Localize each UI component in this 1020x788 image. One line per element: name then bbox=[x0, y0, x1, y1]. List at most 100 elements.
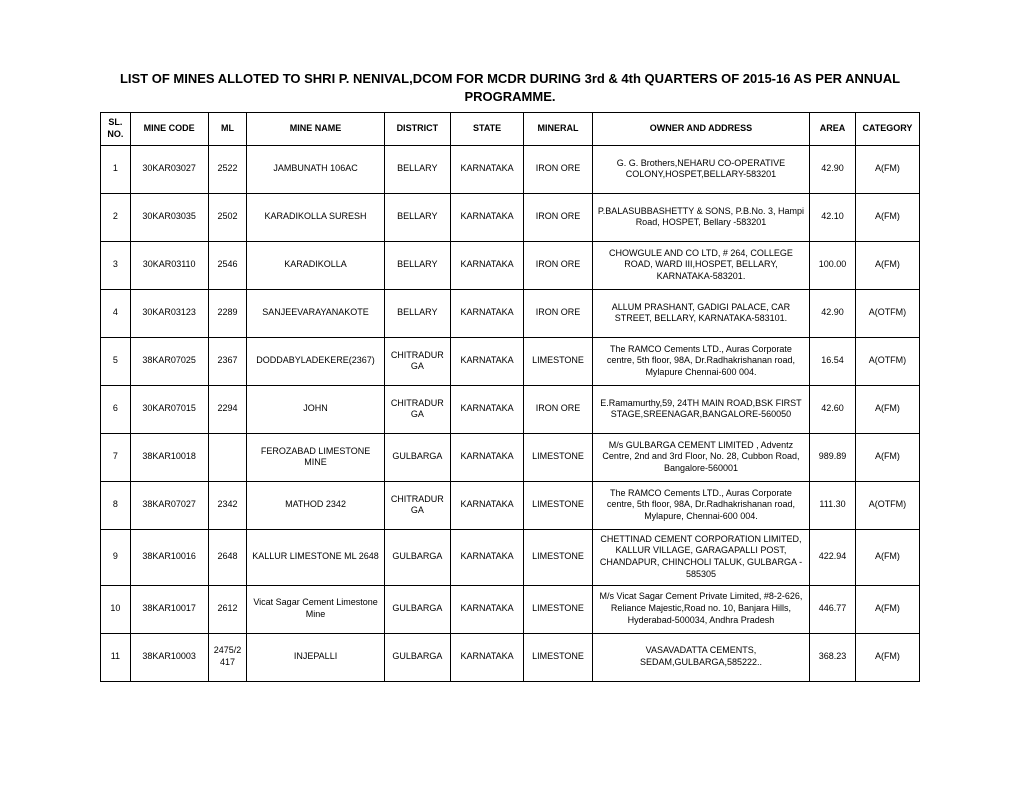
cell-area: 989.89 bbox=[810, 433, 856, 481]
cell-area: 42.90 bbox=[810, 289, 856, 337]
cell-name: KARADIKOLLA SURESH bbox=[247, 193, 384, 241]
cell-mineral: LIMESTONE bbox=[524, 633, 593, 681]
cell-name: INJEPALLI bbox=[247, 633, 384, 681]
cell-code: 38KAR10003 bbox=[130, 633, 208, 681]
cell-sl: 4 bbox=[101, 289, 131, 337]
mines-table: SL. NO. MINE CODE ML MINE NAME DISTRICT … bbox=[100, 112, 920, 681]
cell-district: BELLARY bbox=[384, 289, 450, 337]
cell-ml: 2294 bbox=[208, 385, 247, 433]
cell-area: 100.00 bbox=[810, 241, 856, 289]
cell-category: A(FM) bbox=[855, 633, 919, 681]
cell-district: CHITRADURGA bbox=[384, 385, 450, 433]
table-row: 230KAR030352502KARADIKOLLA SURESHBELLARY… bbox=[101, 193, 920, 241]
cell-area: 42.90 bbox=[810, 145, 856, 193]
cell-category: A(FM) bbox=[855, 585, 919, 633]
cell-district: BELLARY bbox=[384, 193, 450, 241]
col-header-state: STATE bbox=[450, 113, 523, 145]
cell-owner: CHETTINAD CEMENT CORPORATION LIMITED, KA… bbox=[592, 529, 809, 585]
cell-ml: 2648 bbox=[208, 529, 247, 585]
cell-mineral: IRON ORE bbox=[524, 289, 593, 337]
table-row: 1138KAR100032475/2417INJEPALLIGULBARGAKA… bbox=[101, 633, 920, 681]
cell-area: 42.10 bbox=[810, 193, 856, 241]
cell-district: GULBARGA bbox=[384, 433, 450, 481]
cell-sl: 9 bbox=[101, 529, 131, 585]
cell-state: KARNATAKA bbox=[450, 289, 523, 337]
cell-owner: P.BALASUBBASHETTY & SONS, P.B.No. 3, Ham… bbox=[592, 193, 809, 241]
cell-category: A(FM) bbox=[855, 193, 919, 241]
cell-category: A(FM) bbox=[855, 433, 919, 481]
cell-category: A(FM) bbox=[855, 385, 919, 433]
cell-sl: 7 bbox=[101, 433, 131, 481]
col-header-category: CATEGORY bbox=[855, 113, 919, 145]
cell-owner: VASAVADATTA CEMENTS, SEDAM,GULBARGA,5852… bbox=[592, 633, 809, 681]
cell-category: A(FM) bbox=[855, 241, 919, 289]
cell-owner: ALLUM PRASHANT, GADIGI PALACE, CAR STREE… bbox=[592, 289, 809, 337]
table-row: 330KAR031102546KARADIKOLLABELLARYKARNATA… bbox=[101, 241, 920, 289]
cell-state: KARNATAKA bbox=[450, 241, 523, 289]
cell-code: 30KAR03110 bbox=[130, 241, 208, 289]
cell-state: KARNATAKA bbox=[450, 193, 523, 241]
cell-code: 30KAR03035 bbox=[130, 193, 208, 241]
table-row: 538KAR070252367DODDABYLADEKERE(2367)CHIT… bbox=[101, 337, 920, 385]
cell-district: GULBARGA bbox=[384, 585, 450, 633]
cell-area: 422.94 bbox=[810, 529, 856, 585]
cell-sl: 1 bbox=[101, 145, 131, 193]
cell-area: 446.77 bbox=[810, 585, 856, 633]
cell-ml: 2612 bbox=[208, 585, 247, 633]
cell-state: KARNATAKA bbox=[450, 529, 523, 585]
col-header-mineral: MINERAL bbox=[524, 113, 593, 145]
col-header-area: AREA bbox=[810, 113, 856, 145]
cell-owner: M/s GULBARGA CEMENT LIMITED , Adventz Ce… bbox=[592, 433, 809, 481]
cell-state: KARNATAKA bbox=[450, 145, 523, 193]
cell-ml: 2546 bbox=[208, 241, 247, 289]
cell-mineral: LIMESTONE bbox=[524, 529, 593, 585]
cell-district: CHITRADURGA bbox=[384, 337, 450, 385]
cell-state: KARNATAKA bbox=[450, 585, 523, 633]
cell-district: GULBARGA bbox=[384, 529, 450, 585]
cell-name: JAMBUNATH 106AC bbox=[247, 145, 384, 193]
col-header-district: DISTRICT bbox=[384, 113, 450, 145]
cell-area: 16.54 bbox=[810, 337, 856, 385]
cell-code: 38KAR07027 bbox=[130, 481, 208, 529]
cell-state: KARNATAKA bbox=[450, 385, 523, 433]
cell-ml: 2522 bbox=[208, 145, 247, 193]
cell-owner: G. G. Brothers,NEHARU CO-OPERATIVE COLON… bbox=[592, 145, 809, 193]
table-row: 838KAR070272342MATHOD 2342CHITRADURGAKAR… bbox=[101, 481, 920, 529]
cell-sl: 6 bbox=[101, 385, 131, 433]
cell-state: KARNATAKA bbox=[450, 433, 523, 481]
cell-mineral: LIMESTONE bbox=[524, 337, 593, 385]
cell-code: 30KAR03123 bbox=[130, 289, 208, 337]
cell-code: 30KAR03027 bbox=[130, 145, 208, 193]
cell-name: JOHN bbox=[247, 385, 384, 433]
cell-ml: 2342 bbox=[208, 481, 247, 529]
cell-sl: 2 bbox=[101, 193, 131, 241]
col-header-owner: OWNER AND ADDRESS bbox=[592, 113, 809, 145]
col-header-code: MINE CODE bbox=[130, 113, 208, 145]
cell-mineral: LIMESTONE bbox=[524, 433, 593, 481]
cell-category: A(OTFM) bbox=[855, 289, 919, 337]
col-header-ml: ML bbox=[208, 113, 247, 145]
cell-ml: 2502 bbox=[208, 193, 247, 241]
cell-district: BELLARY bbox=[384, 241, 450, 289]
cell-ml bbox=[208, 433, 247, 481]
cell-mineral: LIMESTONE bbox=[524, 481, 593, 529]
cell-name: SANJEEVARAYANAKOTE bbox=[247, 289, 384, 337]
cell-district: GULBARGA bbox=[384, 633, 450, 681]
cell-name: DODDABYLADEKERE(2367) bbox=[247, 337, 384, 385]
cell-category: A(FM) bbox=[855, 145, 919, 193]
cell-ml: 2289 bbox=[208, 289, 247, 337]
table-row: 130KAR030272522JAMBUNATH 106ACBELLARYKAR… bbox=[101, 145, 920, 193]
table-row: 630KAR070152294JOHNCHITRADURGAKARNATAKAI… bbox=[101, 385, 920, 433]
cell-area: 42.60 bbox=[810, 385, 856, 433]
cell-mineral: IRON ORE bbox=[524, 241, 593, 289]
cell-owner: The RAMCO Cements LTD., Auras Corporate … bbox=[592, 337, 809, 385]
table-row: 1038KAR100172612Vicat Sagar Cement Limes… bbox=[101, 585, 920, 633]
cell-district: CHITRADURGA bbox=[384, 481, 450, 529]
table-row: 738KAR10018FEROZABAD LIMESTONE MINEGULBA… bbox=[101, 433, 920, 481]
cell-code: 38KAR07025 bbox=[130, 337, 208, 385]
cell-sl: 5 bbox=[101, 337, 131, 385]
cell-state: KARNATAKA bbox=[450, 337, 523, 385]
cell-mineral: IRON ORE bbox=[524, 145, 593, 193]
cell-code: 38KAR10016 bbox=[130, 529, 208, 585]
cell-sl: 11 bbox=[101, 633, 131, 681]
